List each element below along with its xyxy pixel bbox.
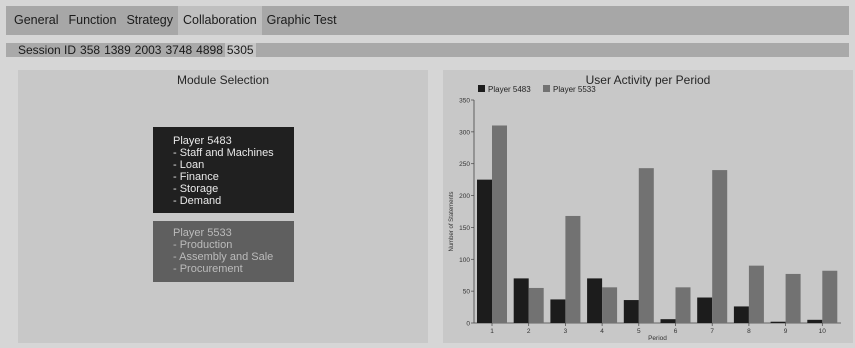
player-name: Player 5483 [173,135,232,147]
session-id-358[interactable]: 358 [80,43,101,57]
user-activity-panel: User Activity per Period Player 5483 Play… [443,70,853,343]
module-item: - Demand [173,195,222,207]
tab-general[interactable]: General [14,13,59,27]
legend-label: Player 5533 [553,85,596,94]
tab-strategy[interactable]: Strategy [126,13,173,27]
bar-player-5483-period-3 [550,299,566,323]
x-tick-label: 1 [490,328,494,335]
bar-player-5533-period-1 [492,125,507,323]
x-axis-label: Period [648,335,667,342]
y-tick-label: 50 [463,289,471,296]
x-tick-label: 9 [784,328,788,335]
bar-player-5533-period-8 [748,265,764,323]
bar-player-5483-period-9 [770,321,786,323]
bar-player-5483-period-6 [660,319,676,323]
session-id-2003[interactable]: 2003 [134,43,162,57]
bar-player-5483-period-5 [623,300,639,323]
x-tick-label: 5 [637,328,641,335]
player-5533-card[interactable]: Player 5533 - Production - Assembly and … [153,221,294,282]
bar-player-5533-period-7 [712,170,728,323]
x-tick-label: 4 [600,328,604,335]
bar-player-5533-period-2 [528,287,544,323]
bar-player-5533-period-9 [785,273,801,323]
legend-swatch [478,85,485,92]
y-tick-label: 250 [459,161,470,168]
module-item: - Procurement [173,263,243,275]
y-tick-label: 0 [466,321,470,328]
y-axis-label: Number of Statements [449,191,455,251]
bar-player-5533-period-6 [675,287,691,323]
player-5483-card[interactable]: Player 5483 - Staff and Machines - Loan … [153,127,294,213]
bar-player-5533-period-4 [602,287,618,323]
x-tick-label: 6 [674,328,678,335]
y-tick-label: 100 [459,257,470,264]
bar-player-5483-period-1 [477,179,492,323]
module-selection-panel: Module Selection Player 5483 - Staff and… [18,70,428,343]
session-id-label: Session ID [18,43,77,57]
legend-label: Player 5483 [488,85,531,94]
y-tick-label: 150 [459,225,470,232]
bar-player-5483-period-7 [697,297,713,323]
player-name: Player 5533 [173,227,232,239]
y-tick-label: 200 [459,193,470,200]
x-tick-label: 8 [747,328,751,335]
bar-player-5483-period-10 [807,319,823,323]
bar-player-5533-period-3 [565,215,581,323]
x-tick-label: 2 [527,328,531,335]
bar-player-5533-period-5 [638,168,654,323]
x-tick-label: 3 [564,328,568,335]
legend-swatch [543,85,550,92]
session-id-3748[interactable]: 3748 [165,43,193,57]
bar-player-5483-period-2 [513,278,529,323]
bar-player-5483-period-8 [733,306,749,323]
bar-player-5533-period-10 [822,270,838,323]
module-item: - Loan [173,159,205,171]
module-item: - Production [173,239,233,251]
bar-player-5483-period-4 [587,278,603,323]
user-activity-chart: Player 5483 Player 5533 0 50 100 150 200 250 300… [449,85,841,342]
y-tick-label: 350 [459,98,470,105]
session-id-5305[interactable]: 5305 [224,43,256,57]
session-bar: Session ID 358 1389 2003 3748 4898 5305 [6,43,849,57]
chart-title: User Activity per Period [585,73,711,87]
module-item: - Assembly and Sale [173,251,274,263]
session-id-4898[interactable]: 4898 [196,43,223,57]
module-item: - Staff and Machines [173,147,274,159]
tab-graphic-test[interactable]: Graphic Test [266,13,337,27]
module-item: - Finance [173,171,219,183]
tab-collaboration[interactable]: Collaboration [178,6,262,35]
x-tick-label: 7 [710,328,714,335]
session-id-1389[interactable]: 1389 [104,43,131,57]
module-item: - Storage [173,183,219,195]
module-selection-title: Module Selection [176,73,270,87]
tab-function[interactable]: Function [68,13,117,27]
y-tick-label: 300 [459,129,470,136]
x-tick-label: 10 [819,328,827,335]
top-navigation: General Function Strategy Collaboration … [6,6,849,35]
